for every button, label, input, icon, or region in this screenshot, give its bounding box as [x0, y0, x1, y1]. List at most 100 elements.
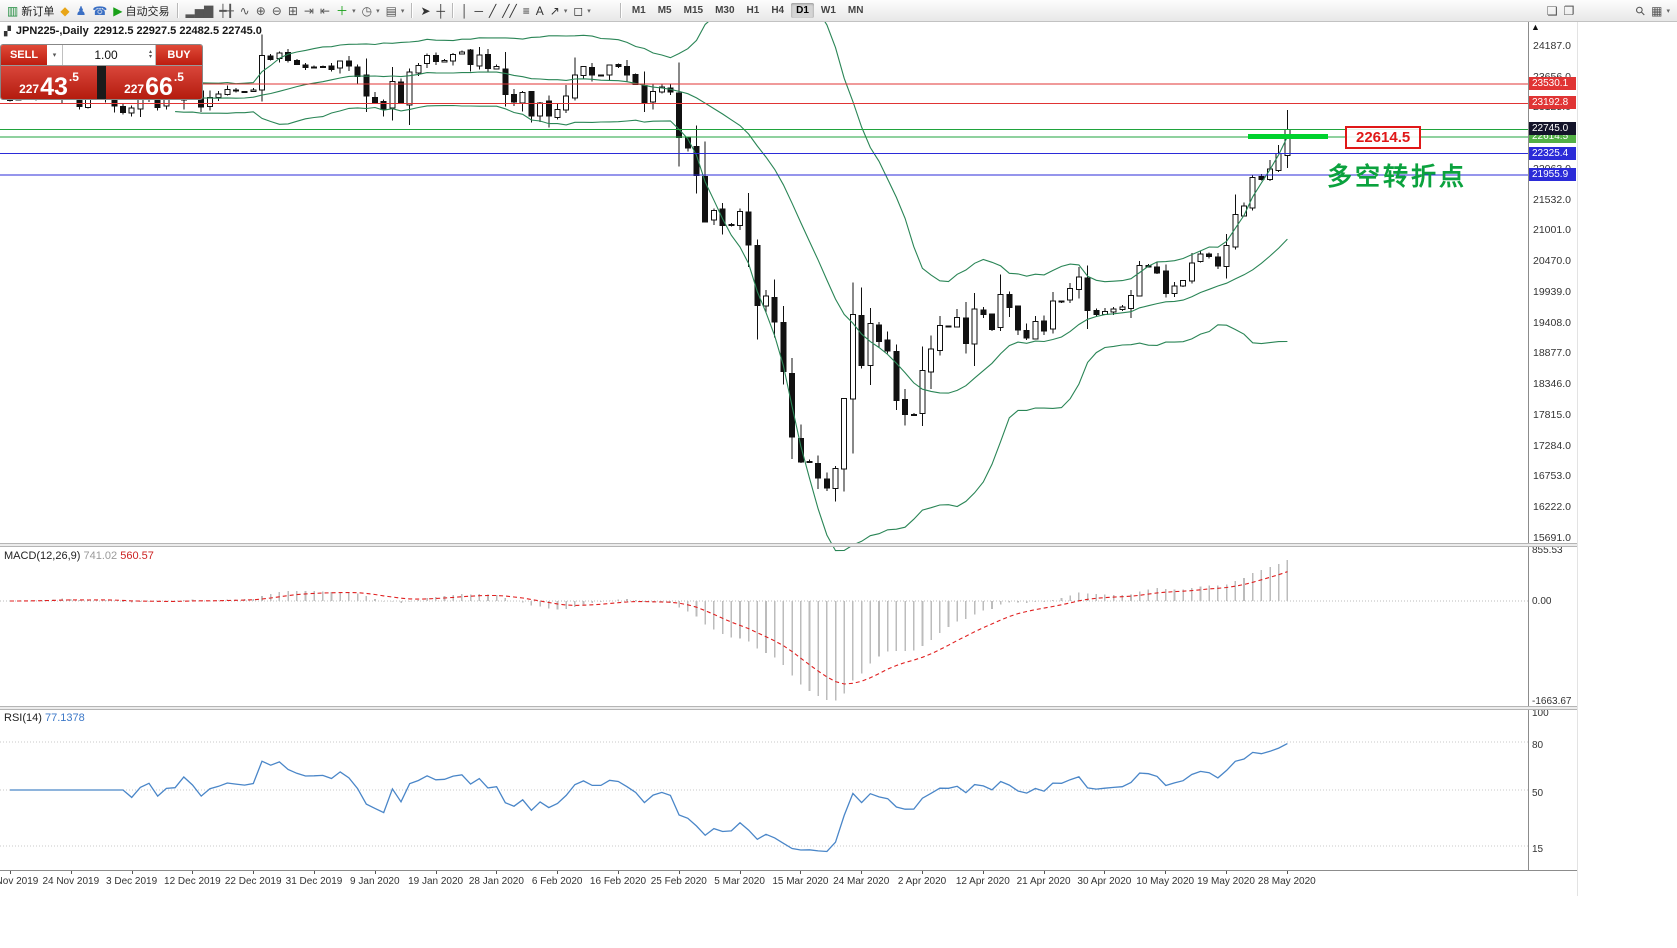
date-label: 3 Dec 2019 [106, 876, 158, 887]
sell-price-prefix: 227 [19, 82, 40, 96]
price-tick: 17815.0 [1533, 408, 1571, 421]
date-label: 24 Nov 2019 [42, 876, 100, 887]
shapes-icon[interactable]: ◻ ▾ [570, 4, 593, 18]
date-label: 24 Mar 2020 [833, 876, 890, 887]
macd-label: MACD(12,26,9) 741.02 560.57 [4, 550, 154, 562]
turning-point-note[interactable]: 多空转折点 [1327, 163, 1468, 191]
equidistant-channel-icon: ╱╱ [502, 3, 517, 18]
timeframe-h1[interactable]: H1 [746, 5, 760, 16]
date-label: 10 May 2020 [1136, 876, 1195, 887]
price-axis[interactable]: 24187.023656.023125.022594.022063.021532… [1528, 22, 1577, 870]
trade-widget-controls: SELL ▾ ▴ ▾ BUY [1, 45, 202, 66]
chart-shift-icon[interactable]: ⇤ [317, 4, 333, 18]
date-tick [739, 871, 741, 874]
auto-trading-button[interactable]: ▶ 自动交易 [110, 2, 172, 20]
date-tick [922, 871, 923, 874]
order-options-dropdown[interactable]: ▾ [47, 45, 63, 65]
buy-button[interactable]: BUY [156, 45, 202, 65]
volume-box: ▴ ▾ [63, 45, 156, 65]
sell-price-big: 43 [40, 72, 68, 100]
timeframe-w1[interactable]: W1 [820, 5, 836, 16]
templates-icon[interactable]: ▤ ▾ [383, 4, 408, 18]
new-chart-icon[interactable]: ❏ [1544, 4, 1561, 18]
timeframe-d1[interactable]: D1 [791, 3, 814, 18]
price-tick: 19939.0 [1533, 285, 1571, 298]
symbol-period-label: JPN225-,Daily [15, 25, 89, 37]
panel-separator-macd[interactable] [0, 543, 1577, 547]
sell-price-suffix: .5 [68, 70, 79, 84]
panel-separator-rsi[interactable] [0, 706, 1577, 710]
date-label: 12 Apr 2020 [955, 876, 1010, 887]
chart-plot-area[interactable] [0, 22, 1528, 870]
indicators-icon[interactable]: ＋ ▾ [333, 4, 359, 18]
price-annotation-box[interactable]: 22614.5 [1345, 126, 1422, 149]
toolbar-right-group: ❏ ❐ [1544, 0, 1578, 21]
date-tick [1043, 871, 1045, 874]
horizontal-line-icon[interactable]: ─ [472, 4, 487, 18]
rsi-value: 77.1378 [44, 712, 85, 724]
price-tick: 21001.0 [1533, 224, 1571, 237]
quick-menu-icon[interactable]: ▦ ▾ [1648, 4, 1673, 18]
timeframe-m15[interactable]: M15 [683, 5, 704, 16]
toolbar-separator [452, 3, 455, 18]
date-tick [861, 871, 863, 874]
current-price-badge: 22745.0 [1529, 122, 1576, 136]
date-label: 25 Feb 2020 [650, 876, 707, 887]
rsi-label: RSI(14) 77.1378 [4, 712, 85, 724]
volume-input[interactable] [63, 47, 149, 63]
crosshair-icon[interactable]: ┼ [434, 4, 449, 18]
date-label: 16 Feb 2020 [589, 876, 647, 887]
cursor-icon: ➤ [420, 3, 431, 18]
toolbar-far-right-group: ⚲ ▦ ▾ [1633, 0, 1673, 21]
volume-down-icon[interactable]: ▾ [148, 54, 152, 60]
date-tick [1226, 871, 1227, 874]
candlestick-chart-icon[interactable]: ┿╂ [216, 4, 236, 18]
chart-window: ▞ JPN225-,Daily 22912.5 22927.5 22482.5 … [0, 22, 1577, 896]
cursor-icon[interactable]: ➤ [417, 4, 433, 18]
zoom-out-icon[interactable]: ⊖ [269, 4, 285, 18]
arrows-icon[interactable]: ↗ ▾ [547, 4, 571, 18]
price-tick: 16222.0 [1533, 500, 1571, 513]
sell-price-button[interactable]: 227 43.5 [1, 66, 97, 100]
fibonacci-icon[interactable]: ≡ [520, 4, 533, 18]
window-right-edge [1577, 22, 1578, 896]
line-chart-icon[interactable]: ∿ [237, 4, 253, 18]
vertical-line-icon[interactable]: │ [458, 4, 472, 18]
vertical-line-icon: │ [461, 3, 469, 18]
navigator-icon: ♟ [75, 3, 87, 18]
periods-icon[interactable]: ◷ ▾ [359, 4, 383, 18]
buy-price-button[interactable]: 227 66.5 [106, 66, 202, 99]
timeframe-m1[interactable]: M1 [631, 5, 646, 16]
timeframe-m30[interactable]: M30 [715, 5, 735, 16]
support-icon[interactable]: ☎ [89, 4, 110, 18]
search-icon[interactable]: ⚲ [1633, 2, 1649, 18]
date-tick [982, 871, 984, 874]
zoom-in-icon[interactable]: ⊕ [253, 4, 269, 18]
equidistant-channel-icon[interactable]: ╱╱ [499, 4, 519, 18]
highlight-line-segment[interactable] [1248, 134, 1328, 139]
date-label: 22 Dec 2019 [224, 876, 282, 887]
auto-scroll-icon[interactable]: ⇥ [301, 4, 317, 18]
text-icon[interactable]: A [533, 4, 547, 18]
arrange-windows-icon[interactable]: ❐ [1561, 4, 1578, 18]
metaeditor-icon[interactable]: ◆ [57, 4, 72, 18]
trade-widget-prices: 227 43.5 227 66.5 [1, 66, 202, 100]
timeframe-mn[interactable]: MN [847, 5, 864, 16]
date-label: 14 Nov 2019 [0, 876, 39, 887]
timeframe-h4[interactable]: H4 [771, 5, 785, 16]
bar-chart-icon: ▂▅▇ [185, 3, 214, 18]
trendline-icon[interactable]: ╱ [486, 4, 499, 18]
date-tick [800, 871, 802, 874]
new-order-button[interactable]: ▥ 新订单 [4, 2, 57, 20]
navigator-icon[interactable]: ♟ [73, 4, 90, 18]
tile-windows-icon[interactable]: ⊞ [285, 4, 301, 18]
sell-button[interactable]: SELL [1, 45, 47, 65]
arrange-windows-icon: ❐ [1563, 3, 1575, 18]
timeframe-m5[interactable]: M5 [657, 5, 672, 16]
chevron-down-icon: ▾ [563, 7, 568, 15]
date-label: 5 Mar 2020 [714, 876, 765, 887]
volume-up-icon[interactable]: ▴ [148, 49, 152, 55]
bar-chart-icon[interactable]: ▂▅▇ [183, 4, 217, 18]
date-label: 28 May 2020 [1257, 876, 1316, 887]
